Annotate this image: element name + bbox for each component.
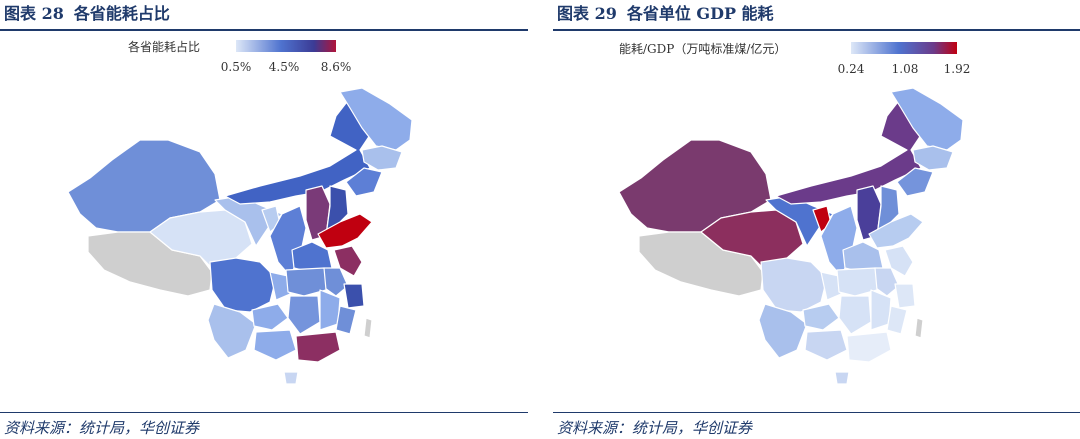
region-sichuan (760, 257, 828, 313)
region-hainan (834, 371, 850, 385)
figure-29-panel: 图表 29 各省单位 GDP 能耗 (553, 0, 1080, 439)
source-note: 资料来源：统计局，华创证券 (4, 419, 200, 437)
region-jilin (912, 145, 954, 171)
region-guangxi (253, 329, 297, 361)
figure-28-label: 图表 28 (4, 4, 64, 23)
top-rule (0, 29, 528, 31)
region-shandong (317, 213, 373, 249)
legend-color-bar (236, 40, 336, 52)
region-jiangsu (333, 245, 363, 277)
region-hainan (283, 371, 299, 385)
region-hubei (285, 267, 327, 297)
region-chongqing (820, 271, 842, 301)
region-chongqing (269, 271, 291, 301)
legend-title: 各省能耗占比 (128, 40, 201, 54)
bottom-rule (553, 412, 1080, 413)
region-jilin (361, 145, 403, 171)
region-heilongjiang (339, 87, 413, 151)
region-qinghai (700, 209, 804, 269)
region-fujian (886, 305, 908, 335)
region-zhejiang (343, 283, 365, 309)
legend-max: 8.6% (320, 60, 352, 74)
legend-min: 0.24 (837, 62, 865, 76)
region-shandong (868, 213, 924, 249)
region-guizhou (251, 303, 289, 331)
bottom-rule (0, 412, 528, 413)
energy-share-map (67, 87, 413, 385)
region-heilongjiang (890, 87, 964, 151)
region-qinghai (149, 209, 253, 269)
region-guangdong (846, 331, 892, 363)
legend-color-bar (851, 42, 957, 54)
figure-29-label: 图表 29 (557, 4, 617, 23)
figure-29-name: 各省单位 GDP 能耗 (626, 4, 774, 23)
region-liaoning (896, 167, 934, 197)
region-sichuan (209, 257, 277, 313)
region-guangdong (295, 331, 341, 363)
figure-29-title: 图表 29 各省单位 GDP 能耗 (557, 2, 784, 26)
region-fujian (335, 305, 357, 335)
region-jiangsu (884, 245, 914, 277)
region-liaoning (345, 167, 383, 197)
region-hunan (287, 295, 321, 335)
region-taiwan (914, 317, 924, 339)
legend-title: 能耗/GDP（万吨标准煤/亿元） (619, 42, 787, 56)
top-rule (553, 29, 1080, 31)
energy-per-gdp-map (618, 87, 964, 385)
region-guizhou (802, 303, 840, 331)
source-note: 资料来源：统计局，华创证券 (557, 419, 753, 437)
legend-max: 1.92 (943, 62, 971, 76)
region-yunnan (207, 303, 257, 359)
legend-mid: 4.5% (268, 60, 300, 74)
legend-mid: 1.08 (891, 62, 919, 76)
region-zhejiang (894, 283, 916, 309)
legend-min: 0.5% (220, 60, 252, 74)
region-hunan (838, 295, 872, 335)
figure-28-title: 图表 28 各省能耗占比 (4, 2, 180, 26)
region-taiwan (363, 317, 373, 339)
region-guangxi (804, 329, 848, 361)
figure-28-panel: 图表 28 各省能耗占比 (0, 0, 528, 439)
region-hubei (836, 267, 878, 297)
region-yunnan (758, 303, 808, 359)
figure-28-name: 各省能耗占比 (73, 4, 170, 23)
